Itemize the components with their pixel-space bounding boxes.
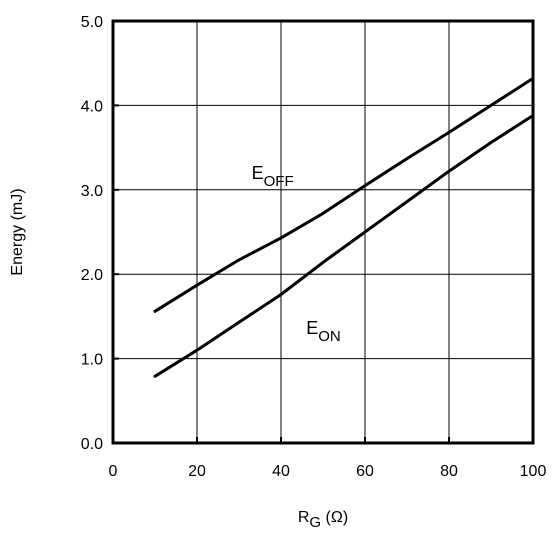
grid-lines — [113, 21, 533, 443]
x-tick-label: 80 — [440, 463, 458, 480]
y-tick-label: 4.0 — [81, 98, 103, 115]
y-tick-label: 5.0 — [81, 14, 103, 31]
series-label-main: E — [252, 163, 264, 183]
x-tick-label: 100 — [520, 463, 547, 480]
x-axis-label-subscript: G — [309, 514, 321, 531]
x-tick-label: 20 — [188, 463, 206, 480]
x-axis-label: RG (Ω) — [298, 509, 348, 531]
plot-frame — [111, 19, 535, 445]
series-label-subscript: ON — [318, 328, 341, 345]
y-tick-label: 2.0 — [81, 267, 103, 284]
series-line-on — [153, 114, 535, 378]
series-label-off: EOFF — [252, 163, 294, 190]
x-axis-ticks: 0 20 40 60 80 100 — [109, 437, 547, 480]
y-axis-ticks: 0.0 1.0 2.0 3.0 4.0 5.0 — [81, 14, 119, 453]
y-tick-label: 3.0 — [81, 183, 103, 200]
series-label-on: EON — [306, 318, 341, 345]
x-tick-label: 0 — [109, 463, 118, 480]
y-axis-label: Energy (mJ) — [9, 188, 26, 275]
series-label-subscript: OFF — [264, 173, 294, 190]
series-label-main: E — [306, 318, 318, 338]
y-tick-label: 0.0 — [81, 436, 103, 453]
x-tick-label: 40 — [272, 463, 290, 480]
series-line-off — [153, 76, 535, 313]
y-tick-label: 1.0 — [81, 352, 103, 369]
x-tick-label: 60 — [356, 463, 374, 480]
x-axis-label-main: R — [298, 509, 310, 526]
x-axis-label-unit: (Ω) — [321, 509, 348, 526]
